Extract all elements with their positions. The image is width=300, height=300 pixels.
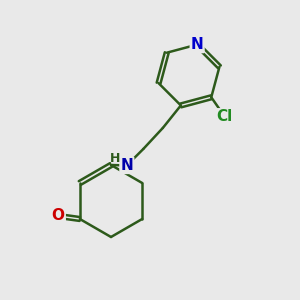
Text: N: N bbox=[121, 158, 133, 173]
Text: N: N bbox=[191, 37, 203, 52]
Text: O: O bbox=[52, 208, 65, 224]
Text: H: H bbox=[110, 152, 121, 165]
Text: Cl: Cl bbox=[217, 109, 233, 124]
